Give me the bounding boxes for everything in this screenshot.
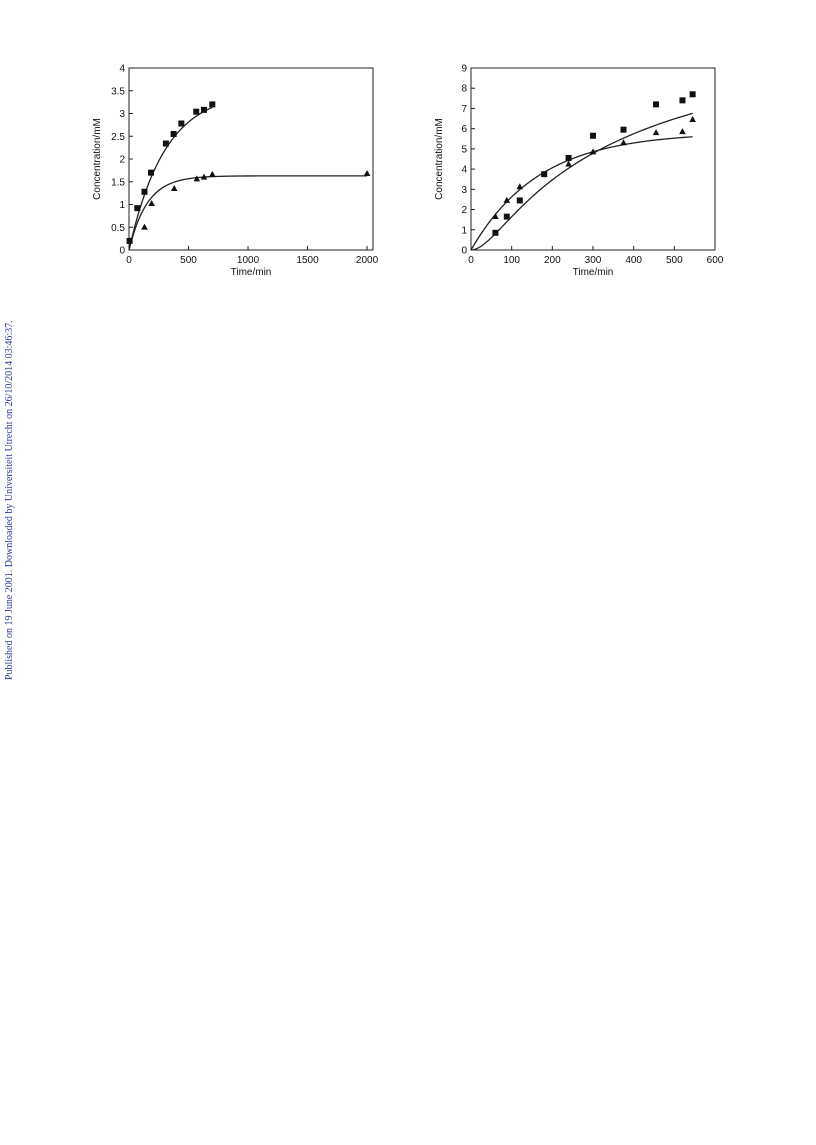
chart0-square-point [209, 101, 216, 108]
chart0-square-point [126, 237, 133, 244]
chart0-y-axis-label: Concentration/mM [92, 118, 103, 200]
download-watermark-text: Published on 19 June 2001. Downloaded by… [4, 320, 15, 680]
chart0-fit-curve-square [128, 106, 213, 251]
chart-right-kinetics: 0 1 2 3 4 5 6 7 8 9 0 100 200 300 400 500 600 Time/min Con… [434, 64, 724, 279]
chart1-triangle-point [565, 160, 572, 167]
chart0-y-tick-label: 0 [119, 246, 125, 257]
chart0-y-tick-label: 1 [119, 200, 125, 211]
chart0-square-point [162, 140, 169, 147]
chart0-y-tick-label: 4 [119, 64, 125, 75]
chart0-x-tick-label: 1000 [237, 255, 260, 266]
download-watermark: Published on 19 June 2001. Downloaded by… [4, 280, 18, 680]
chart0-square-point [134, 205, 141, 212]
chart1-x-tick-label: 500 [666, 255, 683, 266]
chart1-triangle-point [589, 148, 597, 155]
chart1-y-tick-label: 4 [461, 165, 467, 176]
chart1-triangle-point [652, 129, 660, 136]
chart1-square-point [689, 91, 696, 98]
chart0-y-tick-label: 0.5 [111, 223, 125, 234]
chart1-triangle-point [689, 115, 696, 122]
chart0-x-tick-label: 1500 [296, 255, 319, 266]
chart1-x-axis-label: Time/min [573, 267, 614, 278]
chart1-x-tick-label: 200 [544, 255, 561, 266]
chart0-triangle-point [200, 173, 208, 180]
chart1-triangle-point [516, 183, 524, 190]
chart0-square-point [200, 106, 207, 113]
chart1-square-point [590, 132, 596, 139]
chart1-y-tick-label: 5 [461, 144, 467, 155]
chart1-y-tick-label: 9 [461, 64, 467, 75]
chart0-square-point [178, 120, 185, 127]
chart0-y-tick-label: 2 [119, 155, 125, 166]
chart1-y-tick-label: 3 [461, 185, 467, 196]
chart1-x-tick-label: 100 [503, 255, 520, 266]
chart1-fit-curve-triangle [470, 136, 693, 251]
chart0-x-axis-label: Time/min [231, 267, 272, 278]
chart1-fit-curve-square [470, 112, 693, 251]
chart1-y-tick-label: 1 [461, 225, 467, 236]
chart0-square-point [141, 188, 148, 195]
chart1-plot-frame [470, 67, 716, 251]
chart0-x-tick-label: 2000 [356, 255, 379, 266]
chart1-square-point [516, 197, 523, 204]
chart0-y-tick-label: 3 [119, 109, 125, 120]
chart1-triangle-point [679, 128, 686, 135]
chart1-square-point [541, 171, 548, 178]
chart0-triangle-point [193, 175, 201, 182]
chart0-fit-curve-triangle [128, 175, 368, 251]
chart0-triangle-point [363, 169, 371, 176]
chart1-y-tick-label: 6 [461, 124, 467, 135]
chart1-triangle-point [492, 213, 499, 220]
chart0-triangle-point [141, 223, 148, 230]
chart0-y-tick-label: 3.5 [111, 86, 125, 97]
chart1-square-point [679, 97, 686, 104]
chart0-square-point [170, 130, 177, 137]
chart0-y-tick-label: 2.5 [111, 132, 125, 143]
chart0-x-tick-label: 500 [180, 255, 197, 266]
chart1-y-tick-label: 0 [461, 246, 467, 257]
chart1-x-tick-label: 0 [468, 255, 474, 266]
chart1-square-point [565, 154, 572, 161]
chart0-triangle-point [209, 170, 216, 177]
chart1-square-point [492, 229, 499, 236]
chart0-plot-frame [128, 67, 374, 251]
chart1-square-point [503, 213, 510, 220]
chart1-square-point [620, 126, 627, 133]
chart1-x-tick-label: 600 [707, 255, 724, 266]
chart0-square-point [148, 169, 155, 176]
chart1-y-tick-label: 7 [461, 104, 467, 115]
chart0-x-tick-label: 0 [126, 255, 132, 266]
chart1-y-tick-label: 8 [461, 84, 467, 95]
chart1-square-point [653, 101, 660, 108]
chart1-x-tick-label: 300 [585, 255, 602, 266]
chart0-y-tick-label: 1.5 [111, 177, 125, 188]
chart1-x-tick-label: 400 [625, 255, 642, 266]
chart0-triangle-point [148, 199, 155, 206]
chart0-triangle-point [170, 184, 178, 191]
chart1-y-tick-label: 2 [461, 205, 467, 216]
chart1-triangle-point [503, 196, 511, 203]
chart1-y-axis-label: Concentration/mM [434, 118, 445, 200]
chart-left-kinetics: 0 0.5 1 1.5 2 2.5 3 3.5 4 0 500 1000 1500 2000 Time/mi… [92, 64, 379, 279]
chart1-triangle-point [620, 139, 627, 146]
chart0-square-point [193, 108, 200, 115]
